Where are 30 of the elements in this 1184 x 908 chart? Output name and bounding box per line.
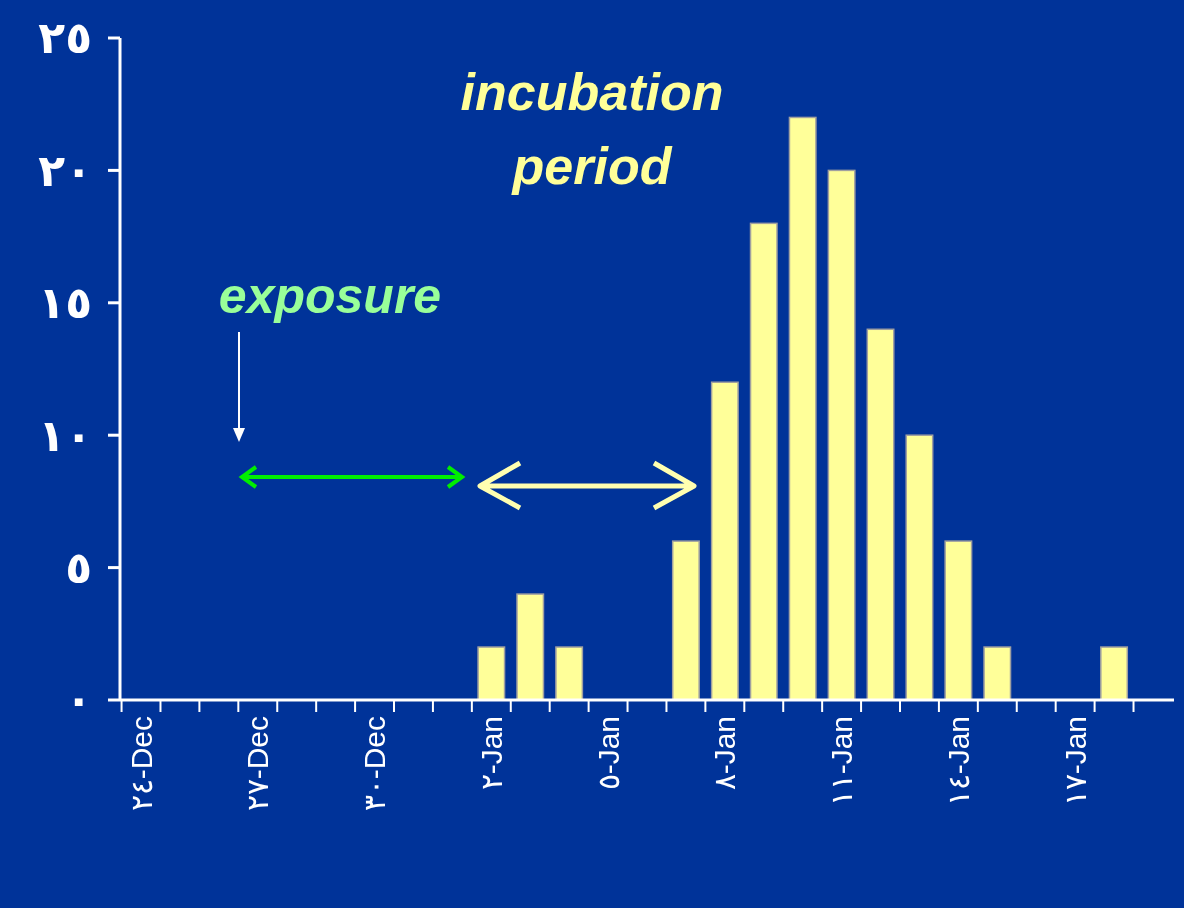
x-tick-label: ٨-Jan xyxy=(708,716,742,791)
bar xyxy=(477,646,506,701)
y-tick-label: ٢٥ xyxy=(38,12,92,64)
x-tick-label: ٣٠-Dec xyxy=(358,716,392,812)
bar xyxy=(983,646,1012,701)
y-tick-label: ٠ xyxy=(65,674,92,726)
x-tick-label: ١٧-Jan xyxy=(1058,716,1092,807)
bar xyxy=(944,540,973,701)
x-tick-label: ٢٧-Dec xyxy=(241,716,275,812)
x-tick-label: ٢-Jan xyxy=(474,716,508,791)
bar xyxy=(555,646,584,701)
y-tick-label: ٢٠ xyxy=(38,144,92,196)
bar xyxy=(516,593,545,701)
y-tick-label: ٥ xyxy=(65,542,92,593)
bar xyxy=(710,381,739,701)
x-tick-label: ٥-Jan xyxy=(591,716,625,791)
bar xyxy=(788,116,817,701)
bar xyxy=(671,540,700,701)
x-tick-label: ٢٤-Dec xyxy=(124,716,158,812)
bar xyxy=(827,169,856,701)
x-tick-label: ١٤-Jan xyxy=(941,716,975,807)
bar xyxy=(866,328,895,701)
bar xyxy=(1100,646,1129,701)
annotation: exposure xyxy=(218,268,442,324)
bar xyxy=(905,434,934,701)
y-tick-label: ١٠ xyxy=(38,409,92,461)
bar xyxy=(749,222,778,701)
annotation: incubation period xyxy=(460,63,724,195)
y-tick-label: ١٥ xyxy=(38,277,92,329)
x-tick-label: ١١-Jan xyxy=(825,716,859,807)
